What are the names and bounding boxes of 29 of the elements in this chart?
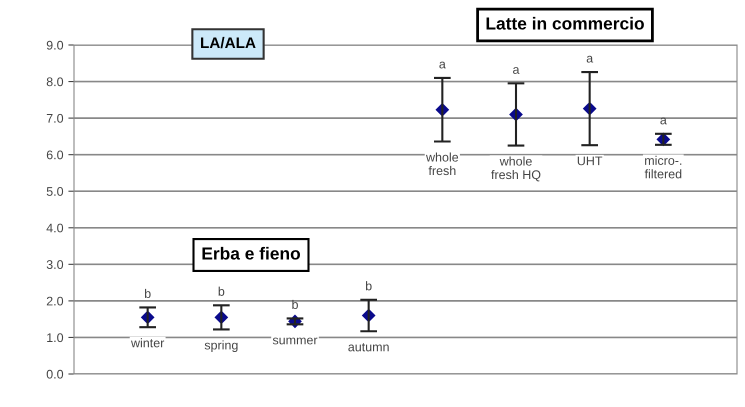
x-tick-label: UHT	[578, 156, 602, 166]
y-tick-label: 6.0	[46, 150, 64, 160]
y-tick-label: 2.0	[46, 296, 64, 306]
y-tick-label: 4.0	[46, 224, 64, 232]
x-tick-label: whole fresh	[426, 152, 458, 176]
x-tick-label: winter	[130, 338, 164, 348]
y-tick-label: 8.0	[46, 77, 64, 86]
x-tick-label: whole fresh HQ	[491, 156, 540, 182]
chart-title: LA/ALA	[201, 36, 256, 48]
annotation: a	[513, 67, 520, 74]
x-tick-label: summer	[272, 338, 318, 344]
x-tick-label: micro-. filtered	[644, 156, 682, 178]
annotation: b	[145, 288, 151, 298]
annotation: a	[439, 62, 446, 68]
x-tick-label: autumn	[348, 343, 389, 352]
annotation: a	[660, 118, 667, 124]
y-tick-label: 5.0	[46, 187, 64, 196]
y-tick-label: 9.0	[46, 40, 64, 50]
text: Latte in commercio	[486, 16, 644, 30]
y-tick-label: 3.0	[46, 260, 64, 269]
annotation: a	[586, 56, 594, 63]
x-tick-label: spring	[204, 340, 238, 352]
y-tick-label: 1.0	[47, 333, 64, 342]
annotation: b	[218, 286, 224, 296]
annotation: b	[292, 300, 298, 309]
y-tick-label: 7.0	[46, 114, 64, 123]
annotation: Erba e fieno	[202, 246, 300, 260]
annotation: b	[366, 281, 372, 290]
y-tick-label: 0.0	[46, 370, 64, 379]
